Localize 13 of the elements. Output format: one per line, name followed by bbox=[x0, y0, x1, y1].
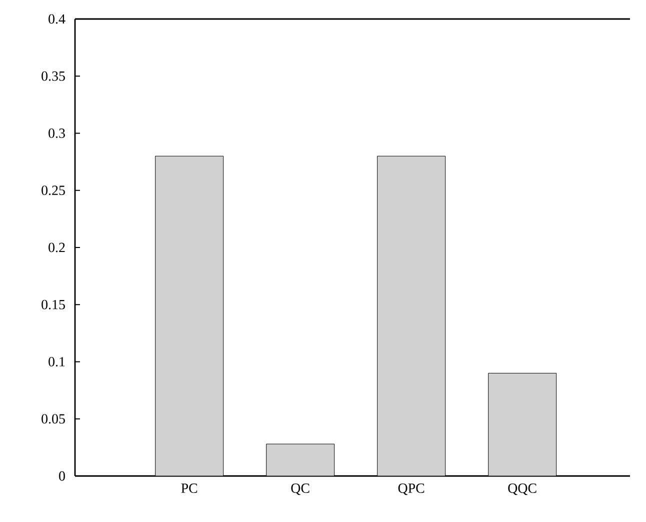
y-tick-label: 0.15 bbox=[42, 300, 65, 310]
y-tick-label: 0.2 bbox=[48, 242, 65, 252]
y-tick-label: 0.05 bbox=[42, 414, 65, 424]
y-tick-label: 0.3 bbox=[48, 128, 65, 138]
y-tick-label: 0.25 bbox=[42, 186, 65, 196]
y-tick-label: 0.1 bbox=[48, 357, 65, 366]
x-tick-label: QC bbox=[291, 484, 310, 496]
y-tick-label: 0 bbox=[59, 471, 65, 481]
x-tick-label: QQC bbox=[508, 484, 536, 496]
x-tick-label: QPC bbox=[398, 484, 424, 496]
y-tick-label: 0.4 bbox=[48, 14, 66, 24]
y-tick-label: 0.35 bbox=[42, 71, 65, 81]
x-tick-label: PC bbox=[181, 484, 198, 493]
